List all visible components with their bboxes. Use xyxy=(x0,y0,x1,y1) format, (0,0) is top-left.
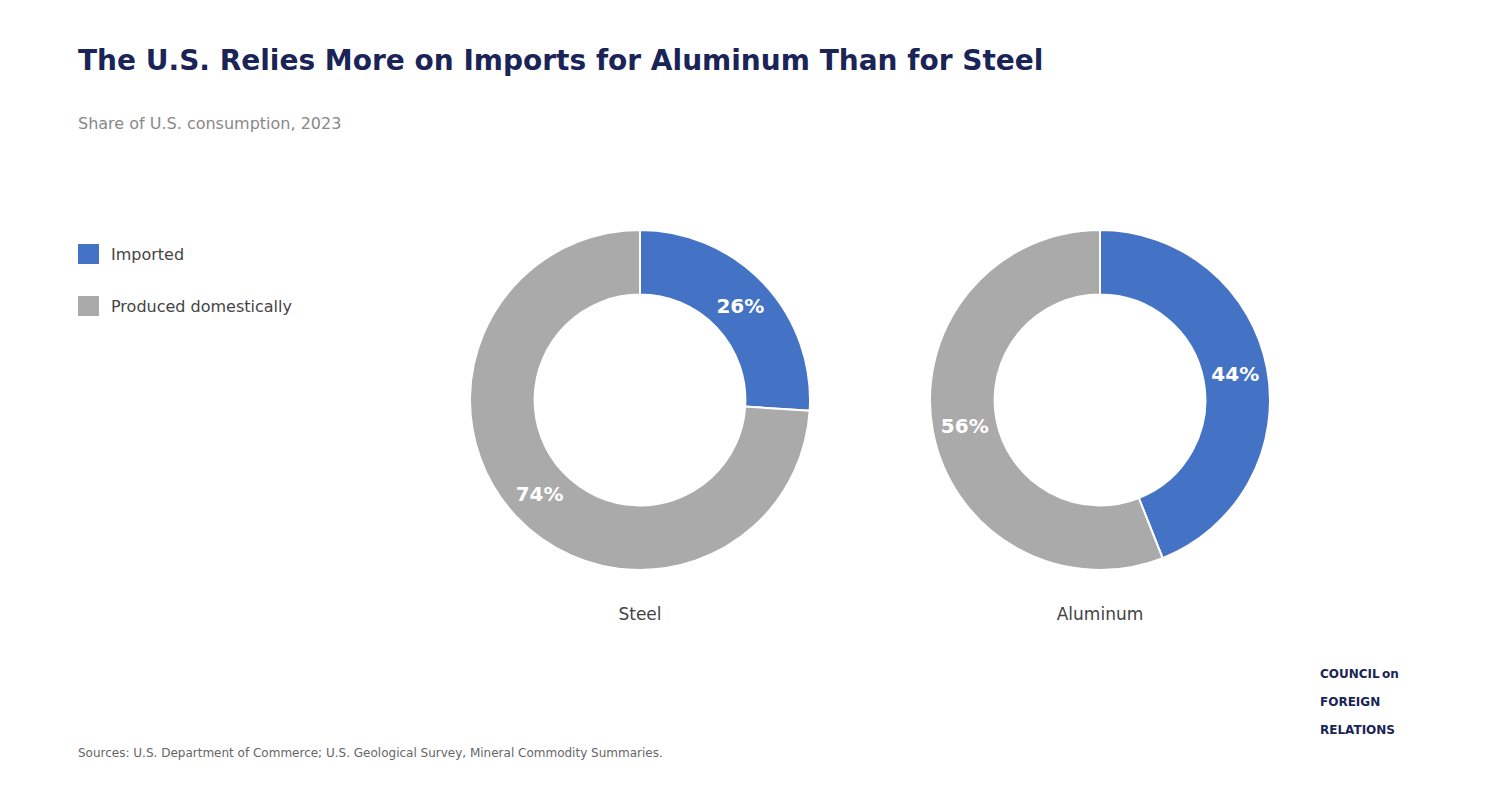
html-text:Aluminum: Aluminum xyxy=(1056,604,1144,624)
html-text:Share of U.S. consumption, 202: Share of U.S. consumption, 2023 xyxy=(78,114,342,133)
html-text:The U.S. Relies More on Import: The U.S. Relies More on Imports for Alum… xyxy=(78,44,1044,77)
html-text:COUNCIL on: COUNCIL on xyxy=(1320,667,1399,681)
svg-text:74%: 74% xyxy=(516,482,564,506)
svg-text:26%: 26% xyxy=(716,294,764,318)
html-text:Steel: Steel xyxy=(618,604,662,624)
html-text:FOREIGN: FOREIGN xyxy=(1320,695,1381,709)
svg-text:56%: 56% xyxy=(941,414,989,438)
html-text:Imported: Imported xyxy=(111,244,185,264)
svg-text:44%: 44% xyxy=(1211,362,1259,386)
html-text:Produced domestically: Produced domestically xyxy=(111,296,292,316)
html-text:Sources: U.S. Department of Co: Sources: U.S. Department of Commerce; U.… xyxy=(78,746,663,760)
html-text:RELATIONS: RELATIONS xyxy=(1320,723,1395,737)
